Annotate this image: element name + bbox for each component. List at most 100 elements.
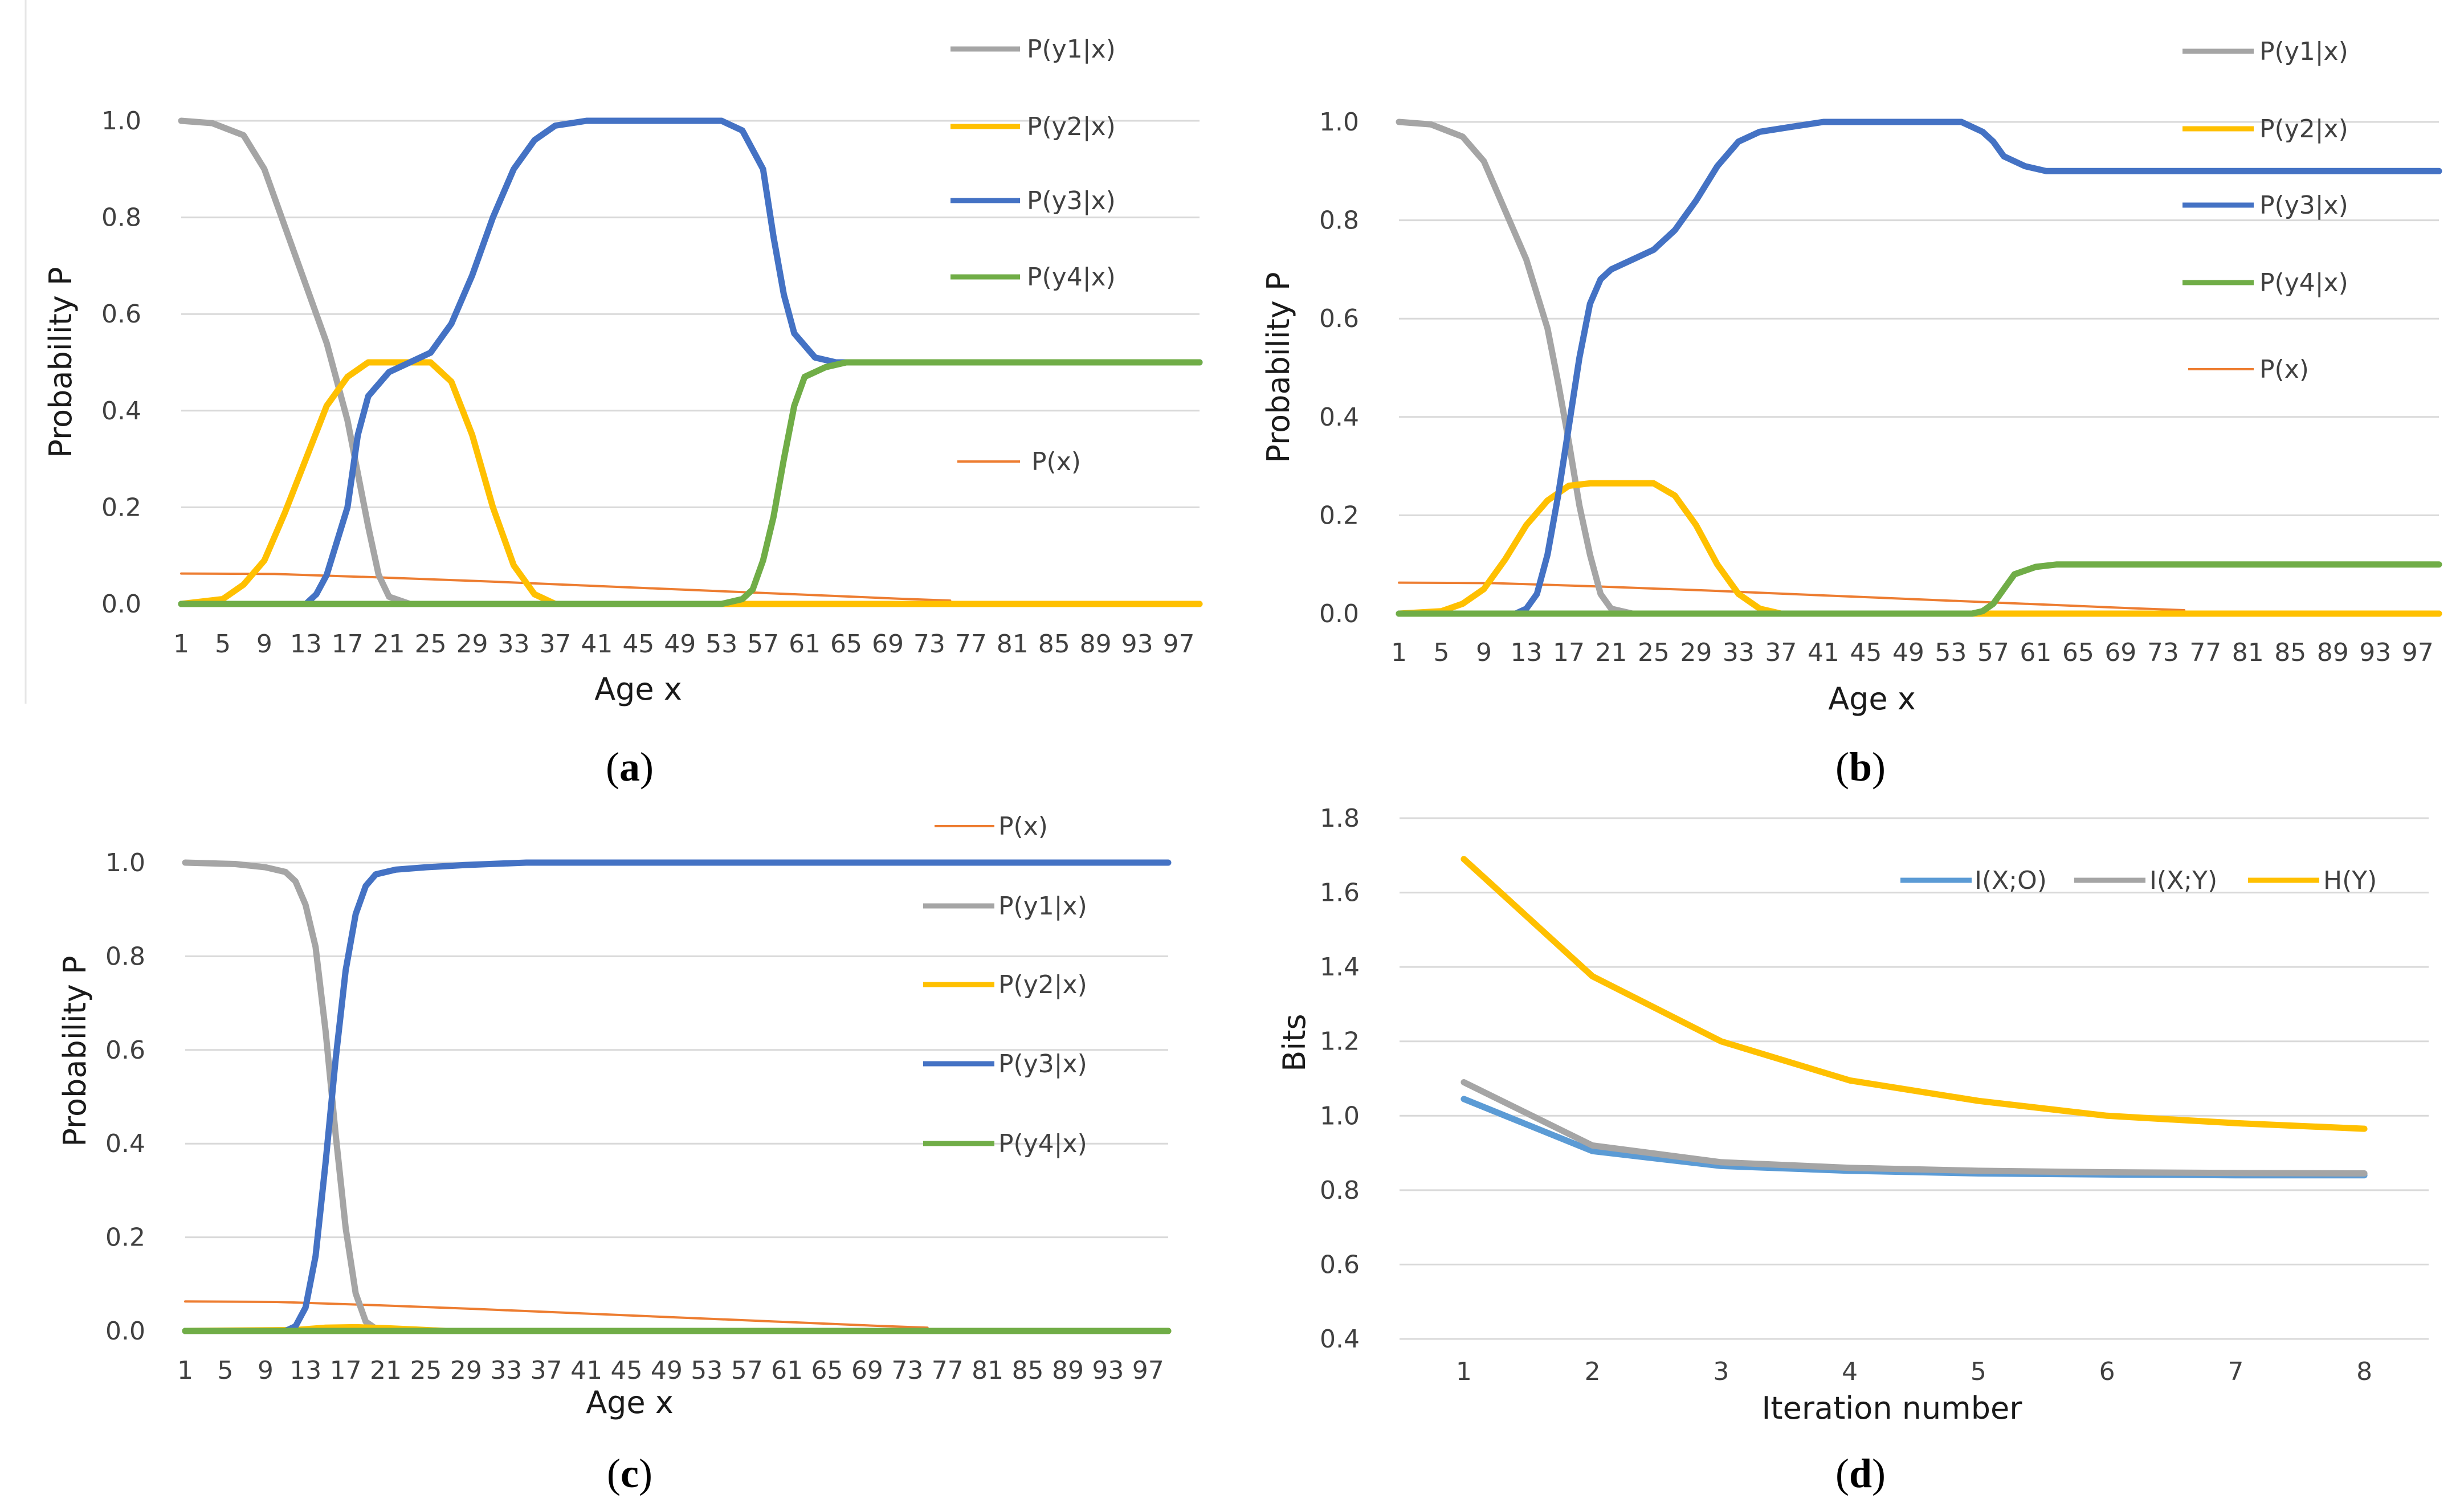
x-tick-label: 29 xyxy=(1680,638,1712,667)
panel-caption: (a) xyxy=(606,744,654,790)
x-axis-title: Age x xyxy=(1828,681,1916,717)
y-tick-label: 0.0 xyxy=(1319,599,1359,628)
legend-label: P(y2|x) xyxy=(2259,115,2348,144)
caption-part: c xyxy=(621,1451,639,1496)
caption-part: ) xyxy=(1872,1451,1886,1496)
x-tick-label: 21 xyxy=(373,630,405,659)
series-line-p-y1-x- xyxy=(1396,119,2442,617)
y-tick-label: 0.8 xyxy=(1320,1176,1360,1205)
y-axis-title: Probability P xyxy=(57,955,93,1146)
x-tick-label: 77 xyxy=(932,1356,964,1385)
caption-part: ) xyxy=(640,744,654,790)
y-tick-label: 0.8 xyxy=(1319,206,1359,235)
x-tick-label: 5 xyxy=(217,1356,233,1385)
y-tick-label: 0.0 xyxy=(105,1317,145,1346)
caption-part: b xyxy=(1849,744,1872,790)
x-tick-label: 9 xyxy=(258,1356,274,1385)
caption-part: ( xyxy=(607,1451,621,1496)
caption-part: ) xyxy=(639,1451,652,1496)
x-tick-label: 65 xyxy=(811,1356,843,1385)
x-tick-label: 69 xyxy=(2104,638,2136,667)
x-tick-label: 73 xyxy=(891,1356,923,1385)
x-tick-label: 29 xyxy=(456,630,488,659)
x-axis-title: Age x xyxy=(594,671,682,707)
x-tick-label: 25 xyxy=(410,1356,442,1385)
x-tick-label: 93 xyxy=(2359,638,2391,667)
x-tick-label: 85 xyxy=(2274,638,2306,667)
y-tick-label: 0.8 xyxy=(101,203,141,232)
x-tick-label: 33 xyxy=(490,1356,522,1385)
x-tick-label: 85 xyxy=(1038,630,1070,659)
legend-label: P(y3|x) xyxy=(1027,186,1116,215)
x-tick-label: 45 xyxy=(1850,638,1882,667)
x-tick-label: 77 xyxy=(2189,638,2221,667)
x-tick-label: 61 xyxy=(2020,638,2051,667)
x-tick-label: 2 xyxy=(1585,1357,1601,1386)
x-tick-label: 17 xyxy=(330,1356,362,1385)
y-tick-label: 1.2 xyxy=(1320,1027,1360,1056)
x-tick-label: 21 xyxy=(1595,638,1627,667)
y-tick-label: 1.0 xyxy=(1320,1101,1360,1130)
legend-label: P(y4|x) xyxy=(1027,263,1116,292)
x-tick-label: 97 xyxy=(1163,630,1195,659)
x-axis-title: Age x xyxy=(586,1385,674,1420)
x-tick-label: 9 xyxy=(1476,638,1492,667)
x-tick-label: 65 xyxy=(830,630,862,659)
y-tick-label: 1.0 xyxy=(101,107,141,136)
y-tick-label: 0.4 xyxy=(105,1129,145,1158)
chart-panel-d: 0.4 0.6 0.8 1.0 1.2 1.4 1.6 1.8 1 2 3 4 5 6 7 8 Iteratio… xyxy=(1276,804,2429,1496)
x-tick-label: 69 xyxy=(872,630,904,659)
x-tick-label: 85 xyxy=(1012,1356,1044,1385)
series-line-p-y3-x- xyxy=(178,117,1203,607)
legend-label: P(y4|x) xyxy=(2259,268,2348,297)
x-tick-label: 5 xyxy=(1971,1357,1986,1386)
y-tick-label: 0.6 xyxy=(101,300,141,329)
y-tick-label: 0.2 xyxy=(101,493,141,522)
x-tick-label: 33 xyxy=(498,630,530,659)
x-tick-label: 9 xyxy=(256,630,272,659)
x-tick-label: 65 xyxy=(2062,638,2094,667)
x-tick-label: 61 xyxy=(771,1356,803,1385)
series-line-p-x- xyxy=(180,572,952,602)
x-tick-label: 29 xyxy=(450,1356,482,1385)
caption-part: ) xyxy=(1872,744,1886,790)
chart-panel-a: 0.0 0.2 0.4 0.6 0.8 1.0 1 5 9 13 17 21 25 29 33 37 41 45 4… xyxy=(43,35,1203,790)
y-tick-label: 0.2 xyxy=(1319,501,1359,530)
x-tick-label: 4 xyxy=(1842,1357,1858,1386)
x-tick-label: 69 xyxy=(851,1356,883,1385)
x-tick-label: 6 xyxy=(2099,1357,2115,1386)
x-tick-label: 5 xyxy=(215,630,231,659)
y-tick-label: 0.0 xyxy=(101,590,141,619)
y-tick-label: 0.6 xyxy=(1320,1250,1360,1279)
caption-part: ( xyxy=(1835,744,1849,790)
caption-part: d xyxy=(1849,1451,1872,1496)
x-tick-label: 45 xyxy=(622,630,654,659)
x-tick-label: 21 xyxy=(370,1356,402,1385)
y-tick-label: 1.8 xyxy=(1320,804,1360,833)
legend-label: P(y4|x) xyxy=(998,1129,1087,1158)
series-line-p-y2-x- xyxy=(178,359,1203,607)
y-tick-label: 0.4 xyxy=(1320,1325,1360,1354)
series-line-i-x-y- xyxy=(1461,1079,2368,1177)
x-tick-label: 1 xyxy=(177,1356,193,1385)
y-axis-title: Bits xyxy=(1276,1014,1312,1071)
x-tick-label: 97 xyxy=(1132,1356,1164,1385)
caption-part: a xyxy=(619,744,640,790)
legend-label: P(y2|x) xyxy=(1027,112,1116,141)
y-tick-label: 0.8 xyxy=(105,942,145,971)
x-tick-label: 57 xyxy=(747,630,779,659)
chart-panel-c: 0.0 0.2 0.4 0.6 0.8 1.0 1 5 9 13 17 21 25 29 33 37 41 45 4… xyxy=(57,812,1172,1496)
x-tick-label: 57 xyxy=(1977,638,2009,667)
y-axis-title: Probability P xyxy=(1260,272,1296,463)
x-tick-label: 13 xyxy=(1510,638,1542,667)
series-line-p-y4-x- xyxy=(178,359,1203,607)
legend-label: P(y1|x) xyxy=(2259,37,2348,66)
x-tick-label: 37 xyxy=(531,1356,562,1385)
y-tick-label: 0.6 xyxy=(105,1036,145,1065)
legend-label: P(y2|x) xyxy=(998,970,1087,999)
legend-label: P(y3|x) xyxy=(2259,191,2348,220)
x-tick-label: 41 xyxy=(570,1356,602,1385)
panel-caption: (c) xyxy=(607,1451,652,1496)
series-line-p-y3-x- xyxy=(1396,119,2442,617)
caption-part: ( xyxy=(1835,1451,1849,1496)
